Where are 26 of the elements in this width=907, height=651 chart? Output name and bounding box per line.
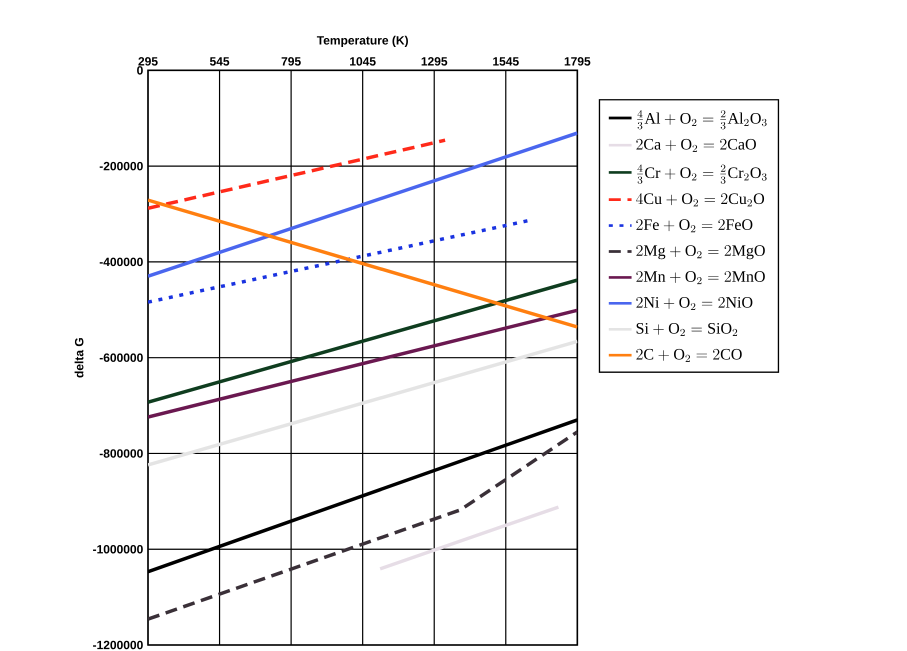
legend-label: $2\mathrm{Ni}+\mathrm{O}_2=2\mathrm{NiO}$ <box>636 297 752 310</box>
y-tick-label: -600000 <box>100 353 143 362</box>
y-tick-label: -800000 <box>100 449 143 458</box>
legend-label: $2\mathrm{Mg}+\mathrm{O}_2=2\mathrm{MgO}$ <box>636 245 765 260</box>
legend-label: $2\mathrm{Ca}+\mathrm{O}_2=2\mathrm{CaO}$ <box>636 138 756 152</box>
y-tick-label: -1000000 <box>93 544 143 554</box>
x-tick-label: 1295 <box>422 57 448 66</box>
x-tick-label: 295 <box>138 57 158 66</box>
y-tick-label: -1200000 <box>93 640 143 650</box>
x-tick-label: 795 <box>282 57 301 66</box>
y-tick-label: 0 <box>137 66 143 75</box>
x-tick-label: 545 <box>210 57 230 66</box>
legend-label: $\frac{4}{3}\mathrm{Cr}+\mathrm{O}_2=\frac{2}{3}\mathrm{Cr}_2\mathrm{O}_3$ <box>637 164 767 184</box>
legend-label: $2\mathrm{Fe}+\mathrm{O}_2=2\mathrm{FeO}$ <box>636 219 752 232</box>
x-tick-label: 1045 <box>350 57 376 66</box>
x-axis-title: Temperature (K) <box>316 36 408 47</box>
y-axis-title: delta G <box>74 338 84 378</box>
legend-label: $4\mathrm{Cu}+\mathrm{O}_2=2\mathrm{Cu}_2\mathrm{O}$ <box>636 193 764 206</box>
legend-label: $\mathrm{Si}+\mathrm{O}_2=\mathrm{SiO}_2$ <box>636 322 738 336</box>
legend-label: $2\mathrm{C}+\mathrm{O}_2=2\mathrm{CO}$ <box>636 348 742 362</box>
y-tick-label: -400000 <box>100 258 143 266</box>
legend-label: $2\mathrm{Mn}+\mathrm{O}_2=2\mathrm{MnO}$ <box>636 271 765 284</box>
x-tick-label: 1545 <box>493 57 519 66</box>
x-tick-label: 1795 <box>564 57 590 66</box>
legend-label: $\frac{4}{3}\mathrm{Al}+\mathrm{O}_2=\frac{2}{3}\mathrm{Al}_2\mathrm{O}_3$ <box>637 110 767 130</box>
y-tick-label: -200000 <box>100 162 143 170</box>
